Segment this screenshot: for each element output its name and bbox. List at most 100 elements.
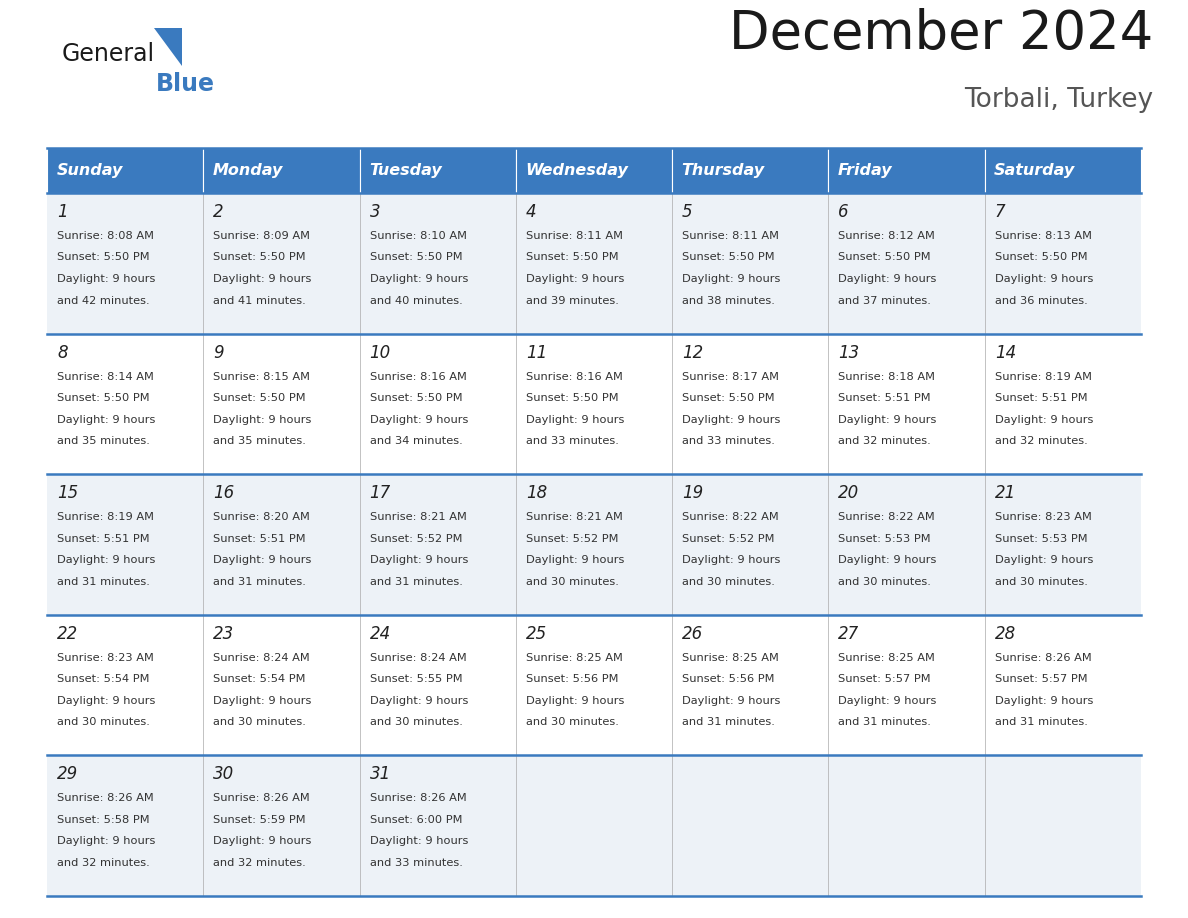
Text: and 30 minutes.: and 30 minutes. xyxy=(369,717,462,727)
Text: 19: 19 xyxy=(682,484,703,502)
Text: and 42 minutes.: and 42 minutes. xyxy=(57,296,150,306)
Text: 10: 10 xyxy=(369,343,391,362)
Text: Sunrise: 8:26 AM: Sunrise: 8:26 AM xyxy=(214,793,310,803)
Text: Sunrise: 8:19 AM: Sunrise: 8:19 AM xyxy=(994,372,1092,382)
Text: Sunset: 6:00 PM: Sunset: 6:00 PM xyxy=(369,815,462,825)
Text: and 35 minutes.: and 35 minutes. xyxy=(57,436,150,446)
Text: Daylight: 9 hours: Daylight: 9 hours xyxy=(682,274,781,284)
Text: Tuesday: Tuesday xyxy=(369,163,442,178)
Text: 9: 9 xyxy=(214,343,223,362)
Text: Daylight: 9 hours: Daylight: 9 hours xyxy=(994,555,1093,565)
Text: Sunrise: 8:22 AM: Sunrise: 8:22 AM xyxy=(839,512,935,522)
Text: 26: 26 xyxy=(682,625,703,643)
Text: Daylight: 9 hours: Daylight: 9 hours xyxy=(57,836,156,846)
Text: Daylight: 9 hours: Daylight: 9 hours xyxy=(57,274,156,284)
Text: Daylight: 9 hours: Daylight: 9 hours xyxy=(526,415,624,425)
Text: Sunrise: 8:25 AM: Sunrise: 8:25 AM xyxy=(526,653,623,663)
Text: Sunrise: 8:10 AM: Sunrise: 8:10 AM xyxy=(369,231,467,241)
Text: 7: 7 xyxy=(994,203,1005,221)
Text: Sunrise: 8:26 AM: Sunrise: 8:26 AM xyxy=(57,793,153,803)
Text: 27: 27 xyxy=(839,625,860,643)
Text: Daylight: 9 hours: Daylight: 9 hours xyxy=(526,696,624,706)
Text: and 33 minutes.: and 33 minutes. xyxy=(682,436,775,446)
Text: Sunrise: 8:14 AM: Sunrise: 8:14 AM xyxy=(57,372,154,382)
Text: Sunrise: 8:21 AM: Sunrise: 8:21 AM xyxy=(526,512,623,522)
Bar xyxy=(360,148,516,193)
Text: 23: 23 xyxy=(214,625,234,643)
Text: Sunset: 5:50 PM: Sunset: 5:50 PM xyxy=(57,393,150,403)
Text: Sunset: 5:51 PM: Sunset: 5:51 PM xyxy=(214,533,307,543)
Text: Sunrise: 8:25 AM: Sunrise: 8:25 AM xyxy=(839,653,935,663)
Text: Sunrise: 8:11 AM: Sunrise: 8:11 AM xyxy=(526,231,623,241)
Text: and 32 minutes.: and 32 minutes. xyxy=(214,858,307,868)
Text: Sunset: 5:55 PM: Sunset: 5:55 PM xyxy=(369,675,462,684)
Text: Sunrise: 8:20 AM: Sunrise: 8:20 AM xyxy=(214,512,310,522)
Text: 31: 31 xyxy=(369,766,391,783)
Text: Daylight: 9 hours: Daylight: 9 hours xyxy=(994,696,1093,706)
Text: December 2024: December 2024 xyxy=(728,8,1154,60)
Text: 22: 22 xyxy=(57,625,78,643)
Text: Daylight: 9 hours: Daylight: 9 hours xyxy=(214,555,311,565)
Text: 12: 12 xyxy=(682,343,703,362)
Text: Sunrise: 8:13 AM: Sunrise: 8:13 AM xyxy=(994,231,1092,241)
Text: General: General xyxy=(62,42,156,66)
Text: Sunrise: 8:16 AM: Sunrise: 8:16 AM xyxy=(369,372,467,382)
Text: Daylight: 9 hours: Daylight: 9 hours xyxy=(214,415,311,425)
Text: Daylight: 9 hours: Daylight: 9 hours xyxy=(526,555,624,565)
Text: Sunrise: 8:15 AM: Sunrise: 8:15 AM xyxy=(214,372,310,382)
Text: Sunrise: 8:26 AM: Sunrise: 8:26 AM xyxy=(994,653,1092,663)
Text: Sunset: 5:57 PM: Sunset: 5:57 PM xyxy=(994,675,1087,684)
Text: 18: 18 xyxy=(526,484,548,502)
Text: and 32 minutes.: and 32 minutes. xyxy=(994,436,1087,446)
Text: Daylight: 9 hours: Daylight: 9 hours xyxy=(214,696,311,706)
Text: 25: 25 xyxy=(526,625,548,643)
Text: Daylight: 9 hours: Daylight: 9 hours xyxy=(839,555,937,565)
Text: Sunrise: 8:24 AM: Sunrise: 8:24 AM xyxy=(214,653,310,663)
Text: Daylight: 9 hours: Daylight: 9 hours xyxy=(214,836,311,846)
Bar xyxy=(48,148,203,193)
Text: Sunrise: 8:19 AM: Sunrise: 8:19 AM xyxy=(57,512,154,522)
Text: Daylight: 9 hours: Daylight: 9 hours xyxy=(57,415,156,425)
Text: 15: 15 xyxy=(57,484,78,502)
Text: Sunset: 5:51 PM: Sunset: 5:51 PM xyxy=(57,533,150,543)
Text: Sunset: 5:56 PM: Sunset: 5:56 PM xyxy=(682,675,775,684)
Text: Daylight: 9 hours: Daylight: 9 hours xyxy=(994,274,1093,284)
Text: and 37 minutes.: and 37 minutes. xyxy=(839,296,931,306)
Text: and 30 minutes.: and 30 minutes. xyxy=(526,717,619,727)
Text: 30: 30 xyxy=(214,766,234,783)
Text: and 30 minutes.: and 30 minutes. xyxy=(526,577,619,587)
Text: Sunset: 5:50 PM: Sunset: 5:50 PM xyxy=(214,252,307,263)
Text: Sunset: 5:50 PM: Sunset: 5:50 PM xyxy=(369,393,462,403)
Text: Thursday: Thursday xyxy=(682,163,765,178)
Text: and 32 minutes.: and 32 minutes. xyxy=(57,858,150,868)
Text: and 33 minutes.: and 33 minutes. xyxy=(526,436,619,446)
Text: Sunday: Sunday xyxy=(56,163,122,178)
Text: Daylight: 9 hours: Daylight: 9 hours xyxy=(839,274,937,284)
Text: Sunset: 5:50 PM: Sunset: 5:50 PM xyxy=(682,252,775,263)
Text: Daylight: 9 hours: Daylight: 9 hours xyxy=(682,696,781,706)
Text: 14: 14 xyxy=(994,343,1016,362)
Text: and 33 minutes.: and 33 minutes. xyxy=(369,858,462,868)
Text: Daylight: 9 hours: Daylight: 9 hours xyxy=(369,415,468,425)
Text: and 30 minutes.: and 30 minutes. xyxy=(682,577,775,587)
Text: 16: 16 xyxy=(214,484,234,502)
Text: Sunset: 5:57 PM: Sunset: 5:57 PM xyxy=(839,675,931,684)
Bar xyxy=(48,193,1140,333)
Text: 4: 4 xyxy=(526,203,537,221)
Text: Sunrise: 8:08 AM: Sunrise: 8:08 AM xyxy=(57,231,154,241)
Bar xyxy=(48,475,1140,615)
Text: and 39 minutes.: and 39 minutes. xyxy=(526,296,619,306)
Text: 21: 21 xyxy=(994,484,1016,502)
Text: Daylight: 9 hours: Daylight: 9 hours xyxy=(839,696,937,706)
Text: Sunset: 5:52 PM: Sunset: 5:52 PM xyxy=(526,533,619,543)
Text: Sunrise: 8:26 AM: Sunrise: 8:26 AM xyxy=(369,793,467,803)
Text: Monday: Monday xyxy=(213,163,283,178)
Bar xyxy=(203,148,360,193)
Text: Sunrise: 8:22 AM: Sunrise: 8:22 AM xyxy=(682,512,779,522)
Text: Sunset: 5:50 PM: Sunset: 5:50 PM xyxy=(214,393,307,403)
Text: Sunrise: 8:12 AM: Sunrise: 8:12 AM xyxy=(839,231,935,241)
Text: Sunset: 5:50 PM: Sunset: 5:50 PM xyxy=(994,252,1087,263)
Text: 29: 29 xyxy=(57,766,78,783)
Bar xyxy=(48,756,1140,896)
Text: and 30 minutes.: and 30 minutes. xyxy=(839,577,931,587)
